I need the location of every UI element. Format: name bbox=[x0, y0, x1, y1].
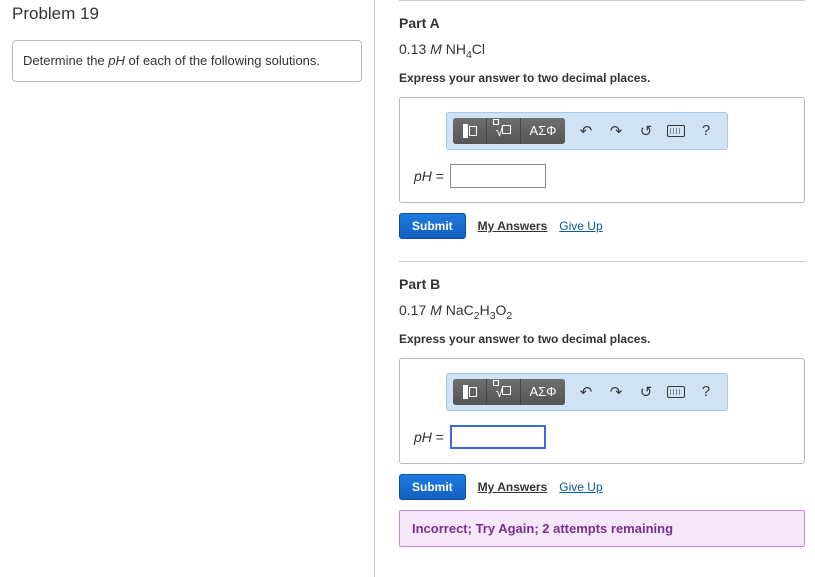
part-a-give-up-link[interactable]: Give Up bbox=[559, 219, 602, 233]
template-icon bbox=[459, 122, 481, 140]
undo-button[interactable]: ↶ bbox=[571, 118, 601, 144]
sqrt-button[interactable]: √ bbox=[487, 379, 521, 405]
help-button[interactable]: ? bbox=[691, 118, 721, 144]
part-b-instruction: Express your answer to two decimal place… bbox=[399, 332, 805, 346]
part-b-unit: M bbox=[430, 302, 442, 318]
greek-button[interactable]: ΑΣΦ bbox=[521, 379, 565, 405]
part-b-input-row: pH = bbox=[414, 425, 790, 449]
part-a-rule bbox=[399, 0, 805, 1]
part-b: Part B 0.17 M NaC2H3O2 Express your answ… bbox=[399, 261, 805, 547]
part-a-input-row: pH = bbox=[414, 164, 790, 188]
part-b-title: Part B bbox=[399, 276, 805, 292]
template-icon bbox=[459, 383, 481, 401]
part-a-instruction: Express your answer to two decimal place… bbox=[399, 71, 805, 85]
part-a-formula: 0.13 M NH4Cl bbox=[399, 41, 805, 61]
greek-button[interactable]: ΑΣΦ bbox=[521, 118, 565, 144]
reset-button[interactable]: ↺ bbox=[631, 379, 661, 405]
part-b-species: NaC2H3O2 bbox=[446, 302, 513, 318]
right-column: Part A 0.13 M NH4Cl Express your answer … bbox=[375, 0, 815, 577]
part-a-conc: 0.13 bbox=[399, 41, 426, 57]
prompt-var: pH bbox=[108, 53, 125, 68]
left-column: Problem 19 Determine the pH of each of t… bbox=[0, 0, 375, 577]
template-button[interactable] bbox=[453, 379, 487, 405]
part-b-submit-row: Submit My Answers Give Up bbox=[399, 474, 805, 500]
keyboard-button[interactable] bbox=[661, 379, 691, 405]
part-a-species: NH4Cl bbox=[446, 41, 485, 57]
part-b-rule bbox=[399, 261, 805, 262]
sqrt-button[interactable]: √ bbox=[487, 118, 521, 144]
reset-button[interactable]: ↺ bbox=[631, 118, 661, 144]
part-b-submit-button[interactable]: Submit bbox=[399, 474, 466, 500]
part-b-give-up-link[interactable]: Give Up bbox=[559, 480, 602, 494]
keyboard-icon bbox=[667, 386, 685, 398]
undo-button[interactable]: ↶ bbox=[571, 379, 601, 405]
part-b-my-answers-link[interactable]: My Answers bbox=[478, 480, 548, 494]
part-b-feedback: Incorrect; Try Again; 2 attempts remaini… bbox=[399, 510, 805, 547]
part-b-answer-box: √ ΑΣΦ ↶ ↷ ↺ ? pH = bbox=[399, 358, 805, 464]
help-button[interactable]: ? bbox=[691, 379, 721, 405]
keyboard-button[interactable] bbox=[661, 118, 691, 144]
part-b-conc: 0.17 bbox=[399, 302, 426, 318]
toolbar-dark-group: √ ΑΣΦ bbox=[453, 379, 565, 405]
part-a-answer-input[interactable] bbox=[450, 164, 546, 188]
problem-title: Problem 19 bbox=[12, 4, 362, 24]
part-b-formula: 0.17 M NaC2H3O2 bbox=[399, 302, 805, 322]
part-b-input-label: pH = bbox=[414, 429, 444, 445]
part-a-input-label: pH = bbox=[414, 168, 444, 184]
part-a-title: Part A bbox=[399, 15, 805, 31]
redo-button[interactable]: ↷ bbox=[601, 118, 631, 144]
part-a-answer-box: √ ΑΣΦ ↶ ↷ ↺ ? pH = bbox=[399, 97, 805, 203]
redo-button[interactable]: ↷ bbox=[601, 379, 631, 405]
part-a-submit-row: Submit My Answers Give Up bbox=[399, 213, 805, 239]
toolbar-dark-group: √ ΑΣΦ bbox=[453, 118, 565, 144]
part-a-unit: M bbox=[430, 41, 442, 57]
problem-prompt: Determine the pH of each of the followin… bbox=[12, 40, 362, 82]
part-a-submit-button[interactable]: Submit bbox=[399, 213, 466, 239]
part-b-toolbar: √ ΑΣΦ ↶ ↷ ↺ ? bbox=[446, 373, 728, 411]
part-a-toolbar: √ ΑΣΦ ↶ ↷ ↺ ? bbox=[446, 112, 728, 150]
keyboard-icon bbox=[667, 125, 685, 137]
part-a: Part A 0.13 M NH4Cl Express your answer … bbox=[399, 0, 805, 239]
template-button[interactable] bbox=[453, 118, 487, 144]
main-container: Problem 19 Determine the pH of each of t… bbox=[0, 0, 815, 577]
prompt-prefix: Determine the bbox=[23, 53, 108, 68]
nth-root-icon: √ bbox=[496, 123, 512, 139]
nth-root-icon: √ bbox=[496, 384, 512, 400]
part-a-my-answers-link[interactable]: My Answers bbox=[478, 219, 548, 233]
prompt-suffix: of each of the following solutions. bbox=[125, 53, 320, 68]
part-b-answer-input[interactable] bbox=[450, 425, 546, 449]
